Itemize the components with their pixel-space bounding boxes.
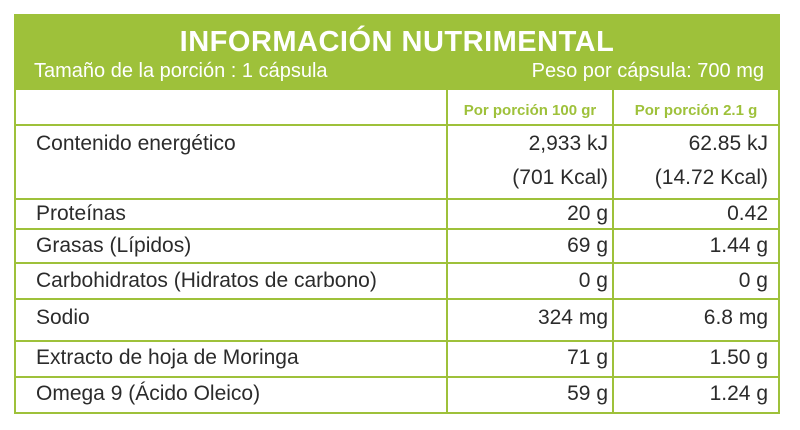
table-header: INFORMACIÓN NUTRIMENTAL Tamaño de la por… [16,16,778,90]
column-header-per-2-1g: Por porción 2.1 g [634,102,758,119]
fats-100g: 69 g [567,234,608,257]
column-header-per-100g: Por porción 100 gr [463,102,597,119]
column-divider-2 [612,90,614,412]
proteins-100g: 20 g [567,202,608,225]
fats-portion: 1.44 g [709,234,768,257]
row-label-fats: Grasas (Lípidos) [36,234,192,257]
row-divider [16,340,778,342]
sodium-portion: 6.8 mg [703,306,768,329]
row-divider [16,124,778,126]
energy-kj-portion: 62.85 kJ [688,132,768,155]
row-label-moringa: Extracto de hoja de Moringa [36,346,299,369]
row-label-carbohydrates: Carbohidratos (Hidratos de carbono) [36,269,377,292]
column-divider-1 [446,90,448,412]
serving-size: Tamaño de la porción : 1 cápsula [34,60,328,82]
row-divider [16,228,778,230]
omega-9-100g: 59 g [567,382,608,405]
energy-kj-100g: 2,933 kJ [528,132,608,155]
row-label-sodium: Sodio [36,306,90,329]
sodium-100g: 324 mg [537,306,608,329]
row-divider [16,262,778,264]
row-divider [16,198,778,200]
carbohydrates-100g: 0 g [578,269,608,292]
moringa-100g: 71 g [567,346,608,369]
nutrition-table: INFORMACIÓN NUTRIMENTAL Tamaño de la por… [14,14,780,414]
carbohydrates-portion: 0 g [738,269,768,292]
row-label-omega-9: Omega 9 (Ácido Oleico) [36,382,261,405]
energy-kcal-portion: (14.72 Kcal) [654,166,768,189]
row-label-energy: Contenido energético [36,132,236,155]
energy-kcal-100g: (701 Kcal) [512,166,608,189]
table-title: INFORMACIÓN NUTRIMENTAL [179,26,615,58]
proteins-portion: 0.42 [727,202,768,225]
moringa-portion: 1.50 g [709,346,768,369]
capsule-weight: Peso por cápsula: 700 mg [531,60,764,82]
omega-9-portion: 1.24 g [709,382,768,405]
row-divider [16,298,778,300]
row-label-proteins: Proteínas [36,202,126,225]
row-divider [16,376,778,378]
